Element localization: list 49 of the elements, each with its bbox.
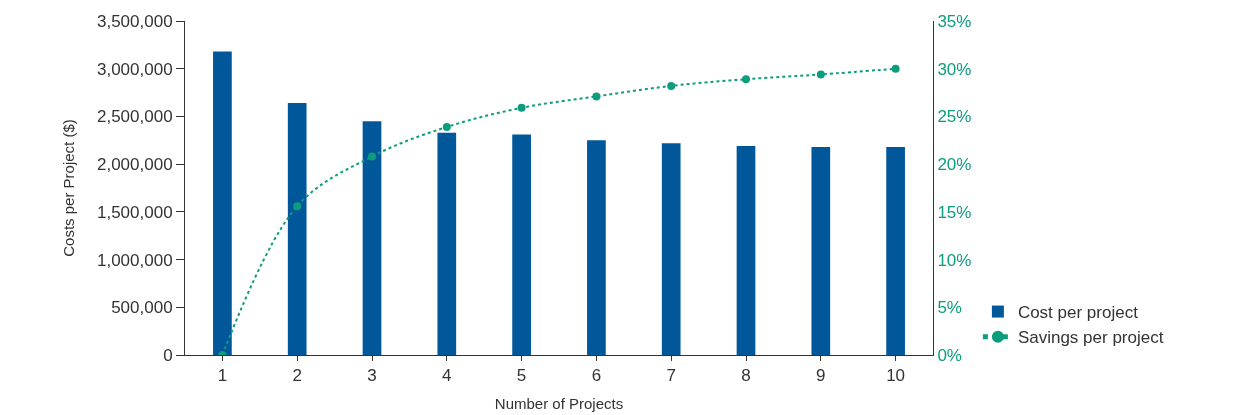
legend-label: Cost per project — [1017, 303, 1139, 323]
point — [517, 103, 526, 112]
y-tick-label: 2,000,000 — [96, 155, 173, 175]
point — [442, 122, 451, 131]
y-tick-label: 1,000,000 — [96, 250, 173, 270]
y2-tick-label: 5% — [937, 298, 962, 318]
bar — [661, 143, 681, 355]
y-axis-title: Costs per Project ($) — [60, 119, 78, 257]
x-tick-label: 3 — [367, 366, 377, 386]
x-axis-title: Number of Projects — [494, 395, 624, 413]
x-tick-label: 2 — [292, 366, 302, 386]
y2-tick-label: 0% — [937, 345, 962, 365]
y-tick-label: 1,500,000 — [96, 202, 173, 222]
bar — [736, 146, 756, 355]
y2-tick-label: 25% — [937, 107, 972, 127]
bar — [362, 121, 382, 355]
x-tick-label: 8 — [741, 366, 751, 386]
bar — [287, 103, 307, 355]
x-tick-label: 9 — [816, 366, 826, 386]
y2-tick-label: 15% — [937, 202, 972, 222]
bar — [213, 51, 232, 355]
y2-tick-label: 35% — [937, 11, 972, 31]
y-tick-label: 2,500,000 — [96, 107, 173, 127]
x-tick-label: 5 — [516, 366, 527, 386]
point — [891, 64, 900, 73]
y2-tick-label: 20% — [937, 155, 972, 175]
x-tick-label: 7 — [666, 366, 676, 386]
x-tick-label: 10 — [886, 366, 906, 386]
point — [293, 202, 302, 211]
point — [667, 81, 676, 90]
x-tick-label: 6 — [591, 366, 602, 386]
legend-label: Savings per project — [1017, 328, 1164, 348]
y2-tick-label: 30% — [937, 59, 972, 79]
bar — [587, 140, 606, 355]
bar — [811, 146, 831, 355]
bar — [512, 134, 531, 355]
y-tick-label: 500,000 — [111, 298, 173, 318]
point — [592, 92, 601, 101]
point — [816, 70, 825, 79]
bar — [886, 146, 905, 355]
y-tick-label: 3,000,000 — [96, 59, 173, 79]
point — [742, 75, 750, 84]
y-tick-label: 0 — [163, 345, 173, 365]
x-tick-label: 4 — [442, 366, 452, 386]
x-tick-label: 1 — [217, 366, 228, 386]
y-tick-label: 3,500,000 — [96, 11, 173, 31]
point — [368, 152, 376, 161]
y2-tick-label: 10% — [937, 250, 972, 270]
bar — [437, 132, 457, 355]
